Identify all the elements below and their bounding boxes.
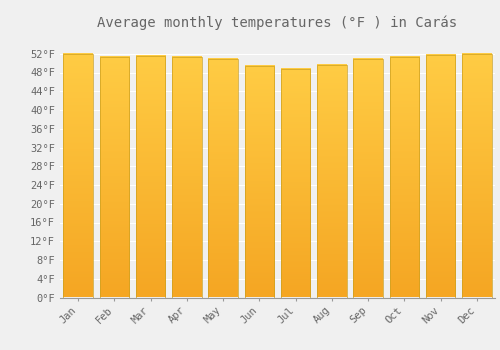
Bar xyxy=(64,54,93,298)
Bar xyxy=(426,55,456,298)
Bar xyxy=(136,56,166,298)
Bar xyxy=(462,54,492,298)
Bar xyxy=(281,69,310,297)
Bar xyxy=(244,66,274,298)
Title: Average monthly temperatures (°F ) in Carás: Average monthly temperatures (°F ) in Ca… xyxy=(98,15,458,30)
Bar xyxy=(317,65,346,298)
Bar xyxy=(100,57,129,298)
Bar xyxy=(172,57,202,298)
Bar xyxy=(390,57,419,298)
Bar xyxy=(354,59,383,298)
Bar xyxy=(208,59,238,298)
